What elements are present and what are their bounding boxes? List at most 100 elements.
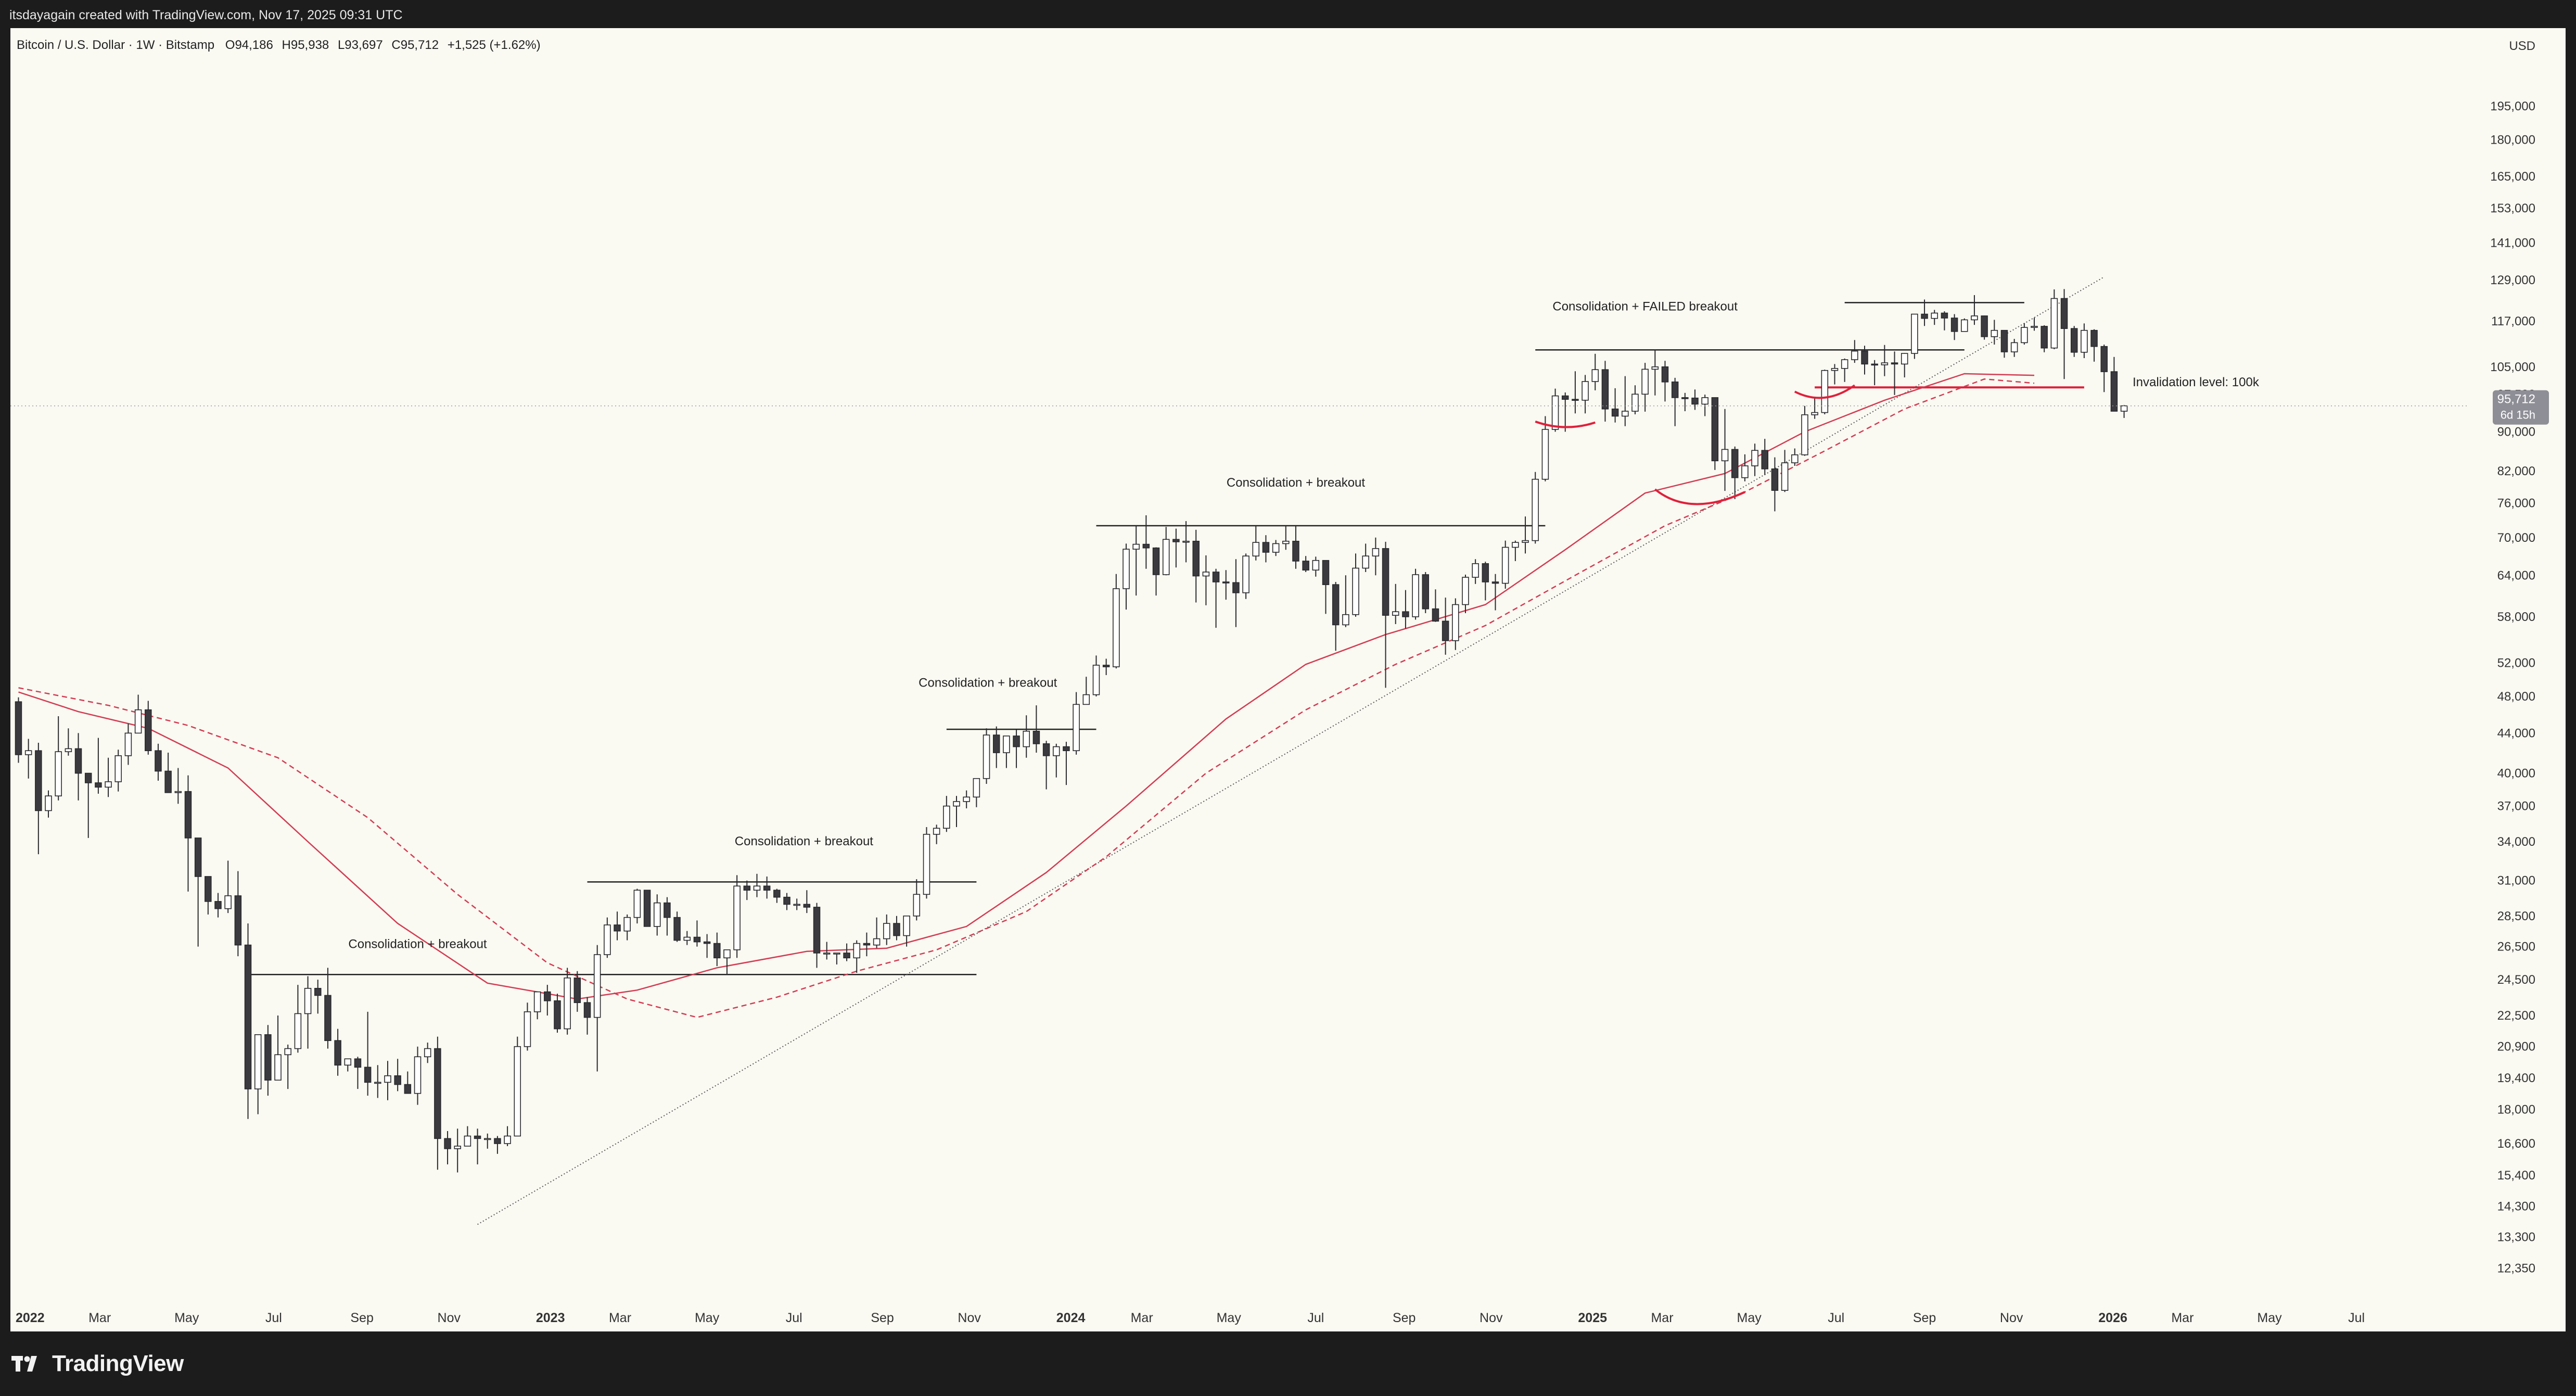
candle-body	[164, 770, 172, 793]
price-axis[interactable]: USD 195,000180,000165,000153,000141,0001…	[2467, 28, 2566, 1331]
candle-body	[1432, 608, 1439, 622]
candle-body	[1053, 746, 1060, 756]
candle-body	[2021, 327, 2028, 344]
time-tick-label: May	[1217, 1311, 1242, 1325]
price-tick-label: 105,000	[2490, 360, 2535, 374]
candle-body	[105, 781, 112, 788]
legend-text[interactable]: Bitcoin / U.S. Dollar · 1W · Bitstamp O9…	[17, 38, 541, 52]
candle-body	[254, 1034, 262, 1089]
candle-body	[1891, 362, 1898, 365]
candle-body	[15, 701, 22, 755]
annotation-label: Consolidation + FAILED breakout	[1552, 300, 1738, 314]
time-tick-label: May	[1737, 1311, 1762, 1325]
candle-body	[1821, 370, 1829, 413]
candle-body	[294, 1013, 302, 1049]
time-tick-label: Sep	[1913, 1311, 1936, 1325]
candle-body	[923, 834, 930, 895]
candle-body	[1522, 540, 1529, 543]
time-tick-label: 2024	[1056, 1311, 1086, 1325]
candle-body	[863, 943, 871, 946]
candle-body	[1312, 560, 1320, 571]
legend-symbol: Bitcoin / U.S. Dollar · 1W · Bitstamp	[17, 38, 214, 52]
legend-close-label: C	[391, 38, 400, 52]
price-tick-label: 13,300	[2497, 1230, 2535, 1244]
legend-open-label: O	[225, 38, 235, 52]
currency-label[interactable]: USD	[2509, 39, 2535, 53]
candle-body	[992, 734, 1000, 753]
candle-body	[1322, 560, 1330, 585]
candle-body	[1851, 350, 1858, 360]
candle-body	[1671, 381, 1679, 398]
tradingview-logo-icon[interactable]	[11, 1354, 44, 1374]
candle-body	[414, 1056, 422, 1094]
candle-body	[554, 1000, 561, 1030]
candle-body	[394, 1075, 401, 1085]
candle-body	[2100, 346, 2108, 372]
moving-average-solid	[18, 373, 2035, 1000]
candle-body	[1801, 414, 1808, 455]
candle-body	[2060, 298, 2068, 329]
annotation-label: Consolidation + breakout	[1227, 476, 1366, 490]
candle-body	[384, 1075, 391, 1083]
price-tick-label: 141,000	[2490, 236, 2535, 250]
candle-body	[1182, 540, 1190, 543]
candle-body	[2010, 342, 2018, 352]
time-tick-label: 2023	[536, 1311, 565, 1325]
candle-body	[1023, 730, 1030, 747]
candle-body	[803, 904, 811, 908]
price-tick-label: 20,900	[2497, 1040, 2535, 1054]
price-tick-label: 37,000	[2497, 799, 2535, 814]
candle-body	[1981, 315, 1988, 337]
time-tick-label: Nov	[438, 1311, 461, 1325]
candle-body	[823, 953, 831, 955]
candle-body	[1212, 572, 1220, 582]
symbol-legend[interactable]: Bitcoin / U.S. Dollar · 1W · Bitstamp O9…	[17, 38, 541, 52]
rounding-arc	[1654, 488, 1745, 505]
candle-body	[1561, 395, 1569, 400]
time-tick-label: Sep	[1393, 1311, 1415, 1325]
price-tick-label: 180,000	[2490, 133, 2535, 147]
candle-body	[264, 1034, 272, 1081]
candle-body	[1402, 611, 1409, 617]
candle-body	[604, 924, 611, 955]
time-tick-label: Sep	[350, 1311, 373, 1325]
candle-body	[1591, 369, 1599, 382]
candle-body	[1162, 539, 1170, 575]
candle-body	[1491, 581, 1499, 584]
candle-body	[1991, 329, 1998, 337]
candle-body	[1222, 581, 1230, 583]
candle-body	[713, 943, 721, 959]
candle-body	[903, 915, 910, 936]
candlestick-series	[15, 289, 2128, 1173]
time-tick-label: 2025	[1578, 1311, 1607, 1325]
candle-body	[274, 1054, 282, 1081]
time-tick-label: Nov	[1480, 1311, 1503, 1325]
moving-average-dashed	[18, 378, 2035, 1018]
time-tick-label: Jul	[265, 1311, 282, 1325]
time-axis[interactable]: 2022 Mar May Jul Sep Nov 2023 Mar May Jul Sep Nov 20…	[10, 1301, 2566, 1331]
candle-body	[1661, 366, 1669, 383]
candle-body	[524, 1011, 531, 1047]
candle-body	[404, 1084, 412, 1094]
chart-panel[interactable]: Consolidation + breakout Consolidation + …	[10, 28, 2566, 1331]
candle-body	[514, 1046, 521, 1137]
candle-body	[633, 890, 641, 918]
price-tick-label: 129,000	[2490, 273, 2535, 287]
candle-body	[1711, 397, 1719, 462]
price-tick-label: 34,000	[2497, 835, 2535, 849]
footer-brand[interactable]: TradingView	[0, 1331, 2576, 1396]
footer-brand-text[interactable]: TradingView	[52, 1351, 184, 1376]
candle-body	[454, 1146, 461, 1149]
price-tick-label: 153,000	[2490, 201, 2535, 215]
price-tick-label: 82,000	[2497, 464, 2535, 478]
price-tick-label: 70,000	[2497, 531, 2535, 545]
candle-body	[943, 805, 950, 829]
annotation-label: Invalidation level: 100k	[2133, 375, 2260, 389]
candle-body	[2081, 329, 2088, 353]
btc-weekly-chart[interactable]: Consolidation + breakout Consolidation + …	[10, 28, 2566, 1331]
legend-high-label: H	[282, 38, 291, 52]
annotation-label: Consolidation + breakout	[919, 676, 1057, 690]
candle-body	[1761, 450, 1768, 469]
candle-body	[733, 885, 741, 950]
candle-body	[1003, 735, 1010, 753]
